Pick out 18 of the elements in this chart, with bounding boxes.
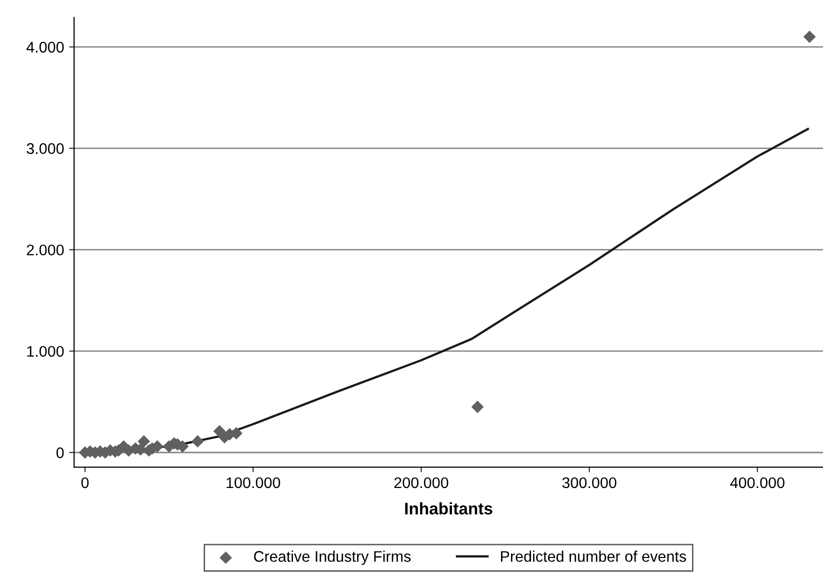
point bbox=[471, 400, 484, 414]
point bbox=[138, 435, 150, 448]
point bbox=[191, 435, 204, 448]
point bbox=[803, 30, 816, 43]
y-tick-label: 2.000 bbox=[26, 244, 64, 256]
x-tick-label: 100.000 bbox=[226, 477, 280, 488]
x-tick-label: 200.000 bbox=[394, 477, 448, 488]
x-tick-label: 400.000 bbox=[730, 477, 784, 488]
x-tick-label: 0 bbox=[81, 477, 89, 488]
x-axis-title: Inhabitants bbox=[405, 502, 492, 515]
y-tick-label: 0 bbox=[56, 447, 64, 458]
legend-label: Creative Industry Firms bbox=[254, 550, 411, 565]
y-tick-label: 1.000 bbox=[27, 346, 64, 357]
y-tick-label: 4.000 bbox=[26, 42, 64, 53]
point bbox=[213, 424, 226, 438]
y-tick-label: 3.000 bbox=[26, 143, 64, 154]
x-tick-label: 300.000 bbox=[562, 477, 616, 488]
legend-label: Predicted number of events bbox=[501, 550, 686, 562]
